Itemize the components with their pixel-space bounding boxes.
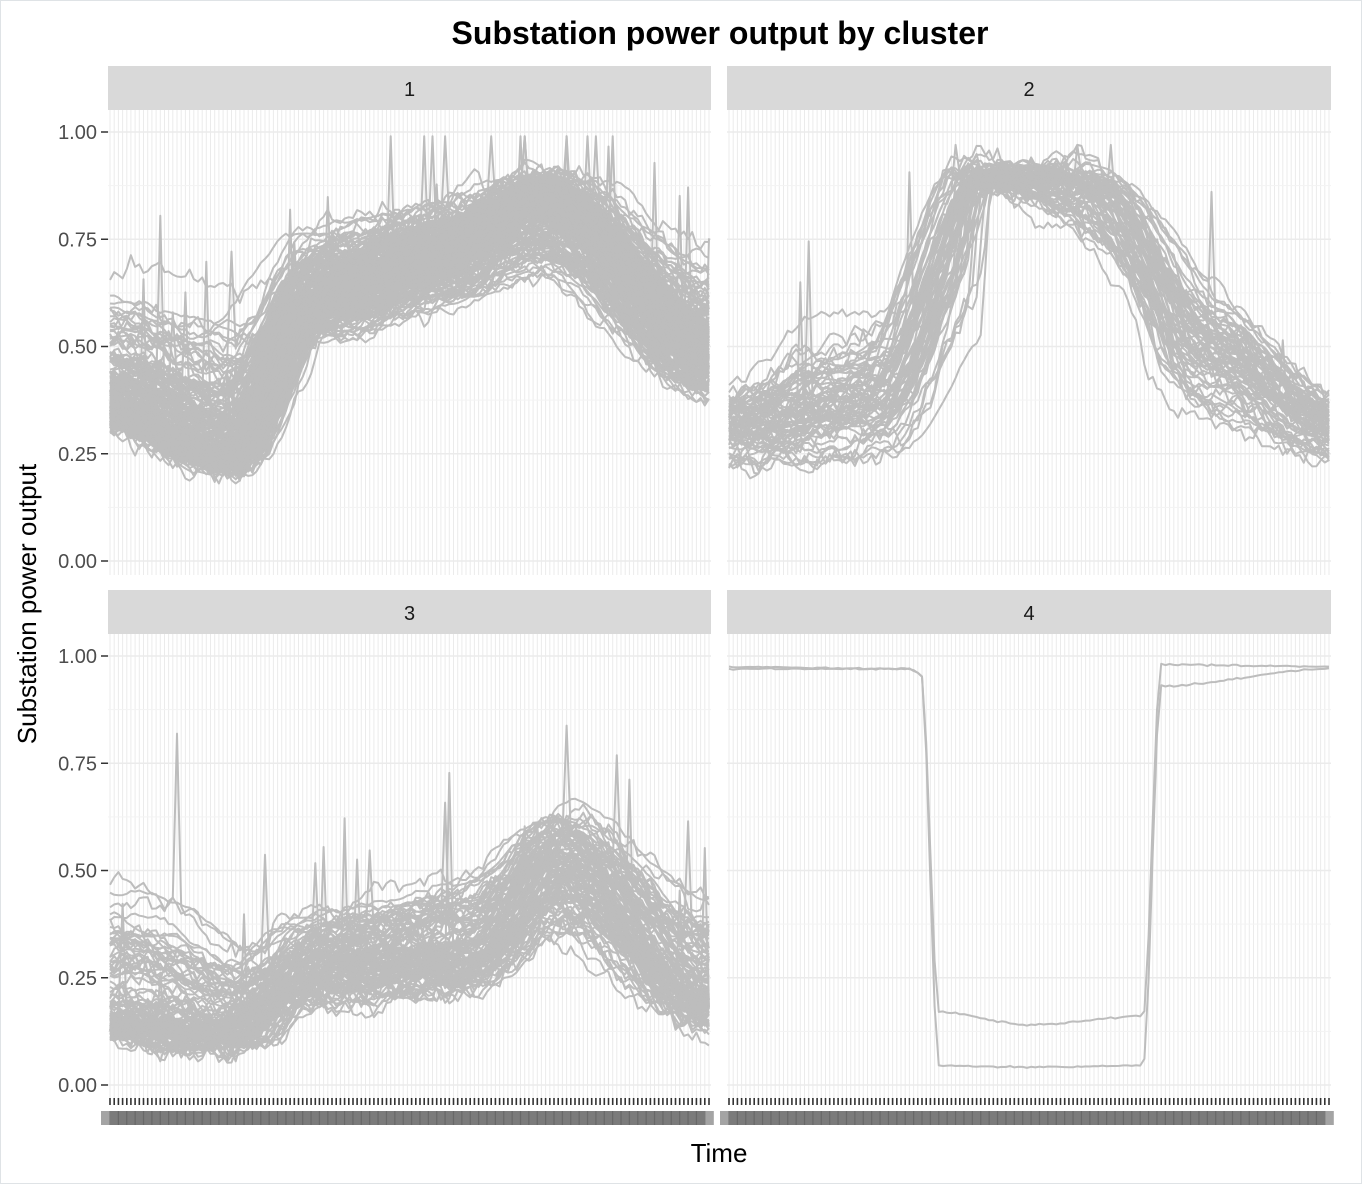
- facet-panel-3: 3 0.00 0.25 0.50 0.75 1.00: [58, 590, 714, 1125]
- y-tick-label: 0.00: [58, 1075, 97, 1097]
- series-line: [728, 153, 1330, 422]
- series-line: [728, 665, 1330, 1069]
- facet-strip: [108, 590, 711, 634]
- facet-strip-label: 2: [1023, 79, 1034, 101]
- series-line: [109, 186, 710, 452]
- series-line: [109, 167, 710, 328]
- series-line: [109, 168, 710, 400]
- y-tick-label: 1.00: [58, 646, 97, 668]
- series-lines: [728, 143, 1330, 480]
- facet-strip-label: 4: [1023, 603, 1034, 625]
- series-line: [109, 797, 710, 953]
- series-line: [109, 890, 710, 1064]
- y-tick-label: 0.00: [58, 551, 97, 573]
- facet-strip: [727, 590, 1331, 634]
- x-tick-label-band: [101, 1111, 714, 1125]
- facet-strip-label: 3: [404, 603, 415, 625]
- series-line: [109, 242, 710, 472]
- y-tick-label: 0.50: [58, 861, 97, 883]
- series-line: [109, 203, 710, 464]
- facet-panel-1: 1 0.00 0.25 0.50 0.75 1.00: [58, 66, 711, 575]
- series-line: [109, 271, 710, 476]
- series-lines: [728, 662, 1330, 1069]
- facet-strip-label: 1: [404, 79, 415, 101]
- series-line: [109, 179, 710, 395]
- facet-panel-2: 2: [727, 66, 1331, 575]
- series-line: [728, 185, 1330, 471]
- series-line: [109, 732, 710, 958]
- panel-background: [727, 634, 1331, 1098]
- series-line: [728, 163, 1330, 430]
- series-line: [109, 824, 710, 979]
- series-line: [109, 910, 710, 1063]
- series-line: [109, 754, 710, 989]
- y-axis-title: Substation power output: [12, 463, 42, 744]
- y-tick-label: 0.25: [58, 968, 97, 990]
- series-line: [109, 891, 710, 1043]
- y-tick-label: 1.00: [58, 122, 97, 144]
- x-tick-label-mark: [1315, 1111, 1334, 1125]
- facet-panel-4: 4: [720, 590, 1334, 1125]
- series-line: [109, 819, 710, 987]
- facet-strip: [108, 66, 711, 110]
- series-line: [109, 894, 710, 1046]
- series-line: [109, 174, 710, 396]
- facet-strip: [727, 66, 1331, 110]
- series-line: [109, 161, 710, 344]
- series-line: [728, 181, 1330, 453]
- series-lines: [109, 724, 710, 1064]
- series-line: [109, 829, 710, 987]
- y-tick-label: 0.25: [58, 444, 97, 466]
- series-line: [109, 859, 710, 1049]
- series-line: [109, 724, 710, 996]
- series-line: [109, 830, 710, 1006]
- y-tick-label: 0.75: [58, 753, 97, 775]
- facet-panels: 10.000.250.500.751.00230.000.250.500.751…: [58, 66, 1334, 1125]
- series-line: [728, 173, 1330, 445]
- chart-title: Substation power output by cluster: [452, 15, 989, 51]
- series-line: [728, 174, 1330, 442]
- y-tick-label: 0.50: [58, 337, 97, 359]
- series-line: [109, 900, 710, 1051]
- x-axis-title: Time: [691, 1138, 748, 1168]
- x-tick-label-mark: [695, 1111, 714, 1125]
- x-axis-ticks: [109, 1098, 710, 1105]
- series-line: [110, 190, 710, 441]
- series-line: [109, 187, 710, 421]
- x-tick-label-band: [720, 1111, 1334, 1125]
- series-line: [109, 197, 710, 470]
- series-line: [109, 176, 710, 444]
- series-line: [728, 186, 1330, 472]
- series-line: [109, 850, 710, 1031]
- series-line: [728, 159, 1330, 446]
- x-axis-ticks: [728, 1098, 1330, 1105]
- series-line: [109, 135, 710, 384]
- series-lines: [109, 135, 710, 485]
- y-tick-label: 0.75: [58, 229, 97, 251]
